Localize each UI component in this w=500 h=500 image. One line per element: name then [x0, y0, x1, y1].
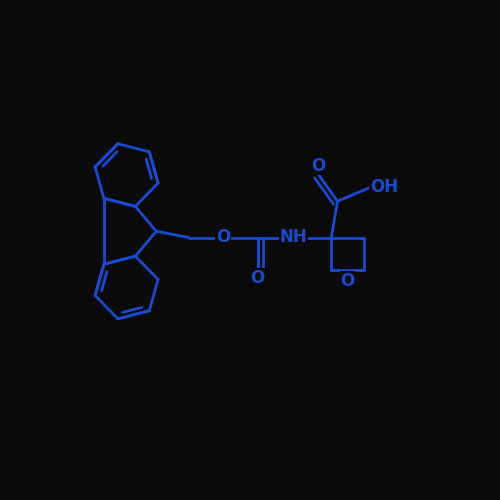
Text: O: O: [312, 156, 326, 174]
Text: O: O: [216, 228, 230, 246]
Text: O: O: [250, 269, 264, 287]
Text: O: O: [340, 272, 354, 290]
Text: OH: OH: [370, 178, 398, 196]
Text: NH: NH: [280, 228, 307, 246]
